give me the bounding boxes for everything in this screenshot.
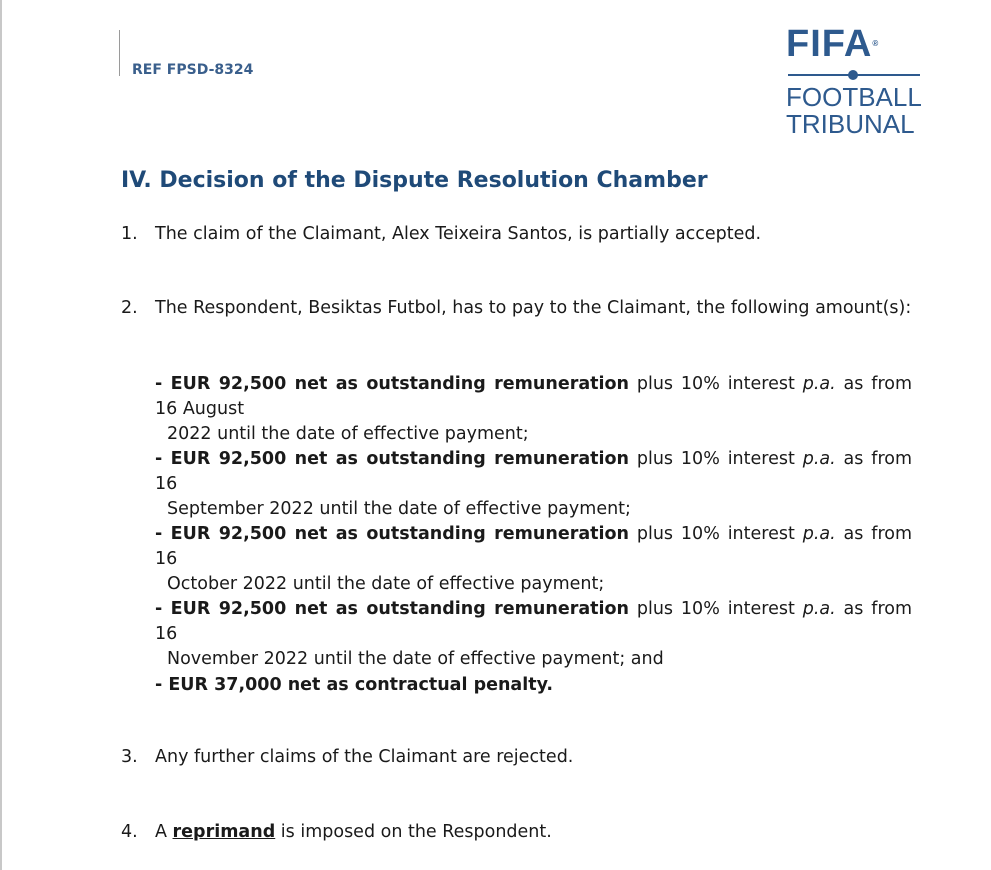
ref-divider [119, 30, 120, 76]
amount-item-4: - EUR 92,500 net as outstanding remunera… [155, 599, 913, 669]
logo-brand: FIFA [786, 23, 873, 65]
logo-line2: TRIBUNAL [786, 109, 915, 139]
amount-item-1: - EUR 92,500 net as outstanding remunera… [155, 374, 913, 444]
reference-number: REF FPSD-8324 [132, 62, 254, 78]
list-item-1: 1. The claim of the Claimant, Alex Teixei… [121, 224, 762, 244]
amount-item-5: - EUR 37,000 net as contractual penalty. [155, 675, 554, 695]
list-item-2: 2. The Respondent, Besiktas Futbol, has t… [121, 298, 912, 318]
section-title: IV. Decision of the Dispute Resolution C… [121, 168, 708, 193]
amount-item-2: - EUR 92,500 net as outstanding remunera… [155, 449, 913, 519]
list-item-4: 4. A reprimand is imposed on the Responde… [121, 822, 552, 842]
logo-divider [788, 70, 920, 80]
logo-line1: FOOTBALL [786, 82, 922, 112]
reprimand-emphasis: reprimand [172, 822, 276, 842]
list-item-3: 3. Any further claims of the Claimant are… [121, 747, 574, 767]
fifa-football-tribunal-logo: FIFA® FOOTBALL TRIBUNAL [786, 23, 922, 139]
amount-item-3: - EUR 92,500 net as outstanding remunera… [155, 524, 913, 594]
